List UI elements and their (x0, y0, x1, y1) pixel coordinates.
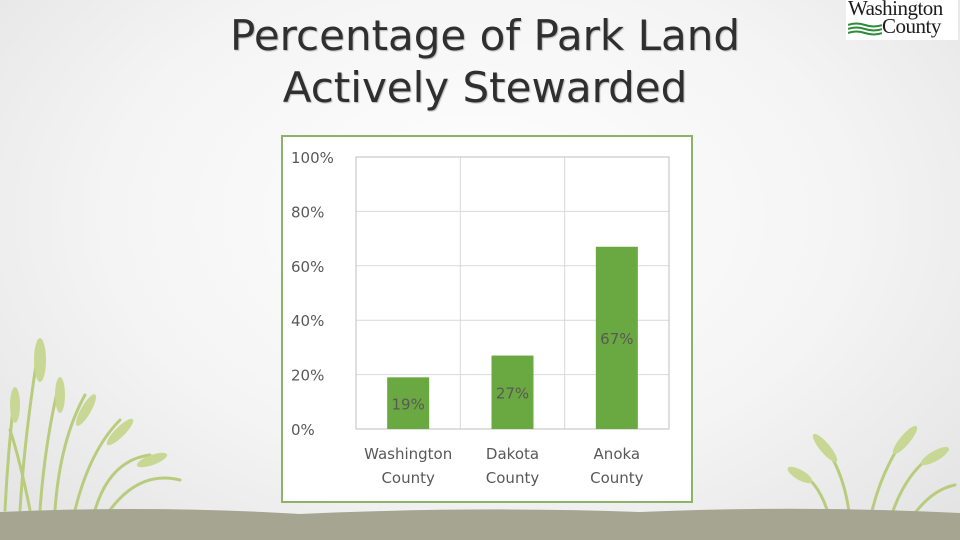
washington-county-logo: Washington County (846, 0, 958, 40)
grass-left-seedheads (10, 338, 168, 468)
slide-title-line1: Percentage of Park Land (230, 11, 740, 60)
y-tick-label: 0% (291, 421, 315, 439)
grass-left-illustration (3, 338, 182, 512)
x-category-label: Dakota (486, 445, 539, 463)
grass-right-seedheads (787, 425, 950, 484)
x-category-label: Anoka (594, 445, 641, 463)
bar-chart: 0% 20% 40% 60% 80% 100% 19% Washington County 27%… (291, 149, 670, 487)
x-category-label: Washington (364, 445, 452, 463)
y-tick-label: 60% (291, 258, 324, 276)
logo-wave-icon (848, 22, 882, 36)
slide-title: Percentage of Park Land Actively Steward… (150, 10, 820, 114)
y-tick-label: 80% (291, 203, 324, 221)
bar-washington-county (387, 377, 430, 429)
x-category-label: County (486, 469, 540, 487)
data-label: 19% (391, 395, 424, 413)
ground-strip (0, 508, 960, 540)
logo-text-line2: County (882, 14, 941, 38)
bar-anoka-county (595, 246, 638, 429)
x-category-label: County (590, 469, 644, 487)
slide-title-line2: Actively Stewarded (282, 63, 688, 112)
bar-dakota-county (491, 355, 534, 429)
data-label: 27% (496, 385, 529, 403)
data-label: 67% (600, 330, 633, 348)
logo-text-line1: Washington (848, 0, 943, 20)
y-tick-label: 20% (291, 367, 324, 385)
y-tick-label: 40% (291, 312, 324, 330)
chart-frame: 0% 20% 40% 60% 80% 100% 19% Washington County 27%… (281, 135, 693, 503)
y-tick-label: 100% (291, 149, 334, 167)
x-category-label: County (381, 469, 435, 487)
